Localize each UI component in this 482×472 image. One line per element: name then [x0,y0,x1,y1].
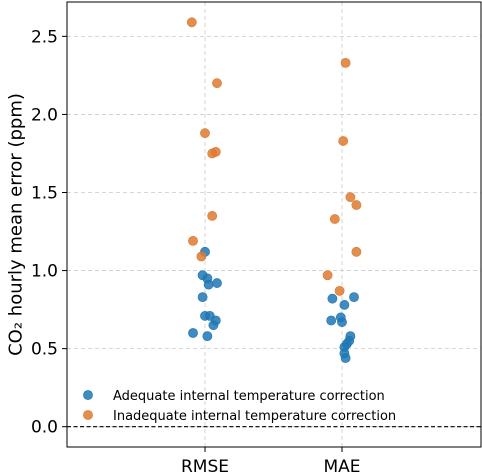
data-point-inadequate-mae [340,57,351,68]
y-tick-label: 2.5 [31,27,58,47]
points-layer [186,17,362,363]
data-point-adequate-mae [337,317,347,327]
y-axis: 0.0 0.5 1.0 1.5 2.0 2.5 [31,27,67,438]
data-point-inadequate-mae [351,246,362,257]
legend-marker [83,390,93,400]
data-point-inadequate-rmse [210,146,221,157]
data-point-inadequate-rmse [207,211,218,221]
y-tick-label: 0.5 [31,340,58,360]
legend-marker [83,410,93,420]
data-point-inadequate-rmse [200,128,210,139]
data-point-adequate-rmse [203,279,214,290]
legend: Adequate internal temperature correction… [83,389,396,424]
data-point-inadequate-rmse [212,78,222,89]
data-point-adequate-mae [339,300,350,310]
plot-frame [66,1,482,448]
y-tick-label: 1.0 [31,262,58,282]
y-tick-label: 0.0 [31,418,58,438]
data-point-adequate-mae [326,315,337,326]
x-axis: RMSE MAE [181,447,361,472]
y-axis-label: CO₂ hourly mean error (ppm) [6,93,27,356]
y-tick-label: 1.5 [31,183,58,203]
y-tick-label: 2.0 [31,105,58,125]
data-point-adequate-mae [340,353,351,363]
data-point-inadequate-mae [334,285,345,296]
data-point-inadequate-mae [351,200,362,210]
grid [67,2,481,447]
legend-label: Adequate internal temperature correction [113,389,385,404]
data-point-adequate-mae [327,293,338,304]
x-tick-label-mae: MAE [323,457,360,472]
x-tick-label-rmse: RMSE [181,457,229,472]
data-point-inadequate-mae [345,192,356,203]
data-point-inadequate-rmse [186,17,197,28]
data-point-adequate-rmse [208,320,219,331]
data-point-adequate-rmse [197,292,208,303]
data-point-inadequate-mae [329,214,340,224]
data-point-adequate-rmse [212,278,222,288]
data-point-inadequate-rmse [196,251,207,262]
data-point-adequate-mae [349,292,359,303]
data-point-adequate-rmse [202,331,213,342]
legend-label: Inadequate internal temperature correcti… [113,409,396,424]
data-point-inadequate-rmse [188,235,198,246]
data-point-inadequate-mae [322,270,333,281]
data-point-adequate-rmse [188,328,198,338]
data-point-inadequate-mae [338,136,349,146]
